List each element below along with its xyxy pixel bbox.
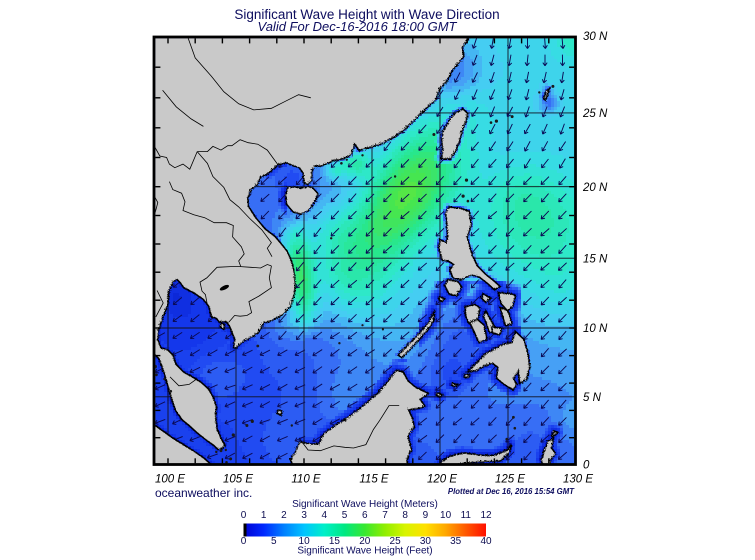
svg-text:105 E: 105 E bbox=[223, 474, 253, 486]
svg-text:40: 40 bbox=[480, 536, 492, 547]
svg-text:5: 5 bbox=[271, 536, 277, 547]
svg-text:100 E: 100 E bbox=[155, 474, 185, 486]
svg-text:7: 7 bbox=[382, 510, 388, 521]
svg-text:130 E: 130 E bbox=[563, 474, 593, 486]
svg-text:115 E: 115 E bbox=[359, 474, 389, 486]
svg-text:5 N: 5 N bbox=[583, 392, 602, 404]
svg-text:12: 12 bbox=[480, 510, 492, 521]
svg-text:35: 35 bbox=[450, 536, 462, 547]
svg-text:oceanweather inc.: oceanweather inc. bbox=[155, 486, 252, 500]
svg-text:Significant Wave Height (Meter: Significant Wave Height (Meters) bbox=[292, 499, 438, 510]
svg-text:8: 8 bbox=[402, 510, 408, 521]
svg-text:Plotted at Dec 16, 2016 15:54: Plotted at Dec 16, 2016 15:54 GMT bbox=[448, 487, 575, 496]
svg-text:0: 0 bbox=[241, 510, 247, 521]
svg-text:25 N: 25 N bbox=[582, 108, 608, 120]
svg-text:1: 1 bbox=[261, 510, 267, 521]
svg-text:30 N: 30 N bbox=[583, 31, 608, 43]
svg-text:10 N: 10 N bbox=[583, 323, 608, 335]
svg-text:30: 30 bbox=[420, 536, 432, 547]
svg-text:125 E: 125 E bbox=[495, 474, 525, 486]
svg-text:15 N: 15 N bbox=[583, 253, 608, 265]
svg-text:10: 10 bbox=[299, 536, 311, 547]
svg-text:20 N: 20 N bbox=[582, 182, 608, 194]
svg-text:110 E: 110 E bbox=[291, 474, 321, 486]
svg-text:Significant Wave Height (Feet): Significant Wave Height (Feet) bbox=[297, 546, 432, 557]
svg-text:Valid For Dec-16-2016 18:00 GM: Valid For Dec-16-2016 18:00 GMT bbox=[258, 19, 458, 34]
svg-text:120 E: 120 E bbox=[427, 474, 457, 486]
svg-text:6: 6 bbox=[362, 510, 368, 521]
svg-text:9: 9 bbox=[423, 510, 429, 521]
svg-text:5: 5 bbox=[342, 510, 348, 521]
svg-text:2: 2 bbox=[281, 510, 287, 521]
svg-text:11: 11 bbox=[461, 510, 472, 521]
svg-text:4: 4 bbox=[322, 510, 328, 521]
svg-text:15: 15 bbox=[329, 536, 341, 547]
svg-text:Significant Wave Height with W: Significant Wave Height with Wave Direct… bbox=[234, 7, 499, 22]
svg-text:3: 3 bbox=[301, 510, 307, 521]
svg-text:0: 0 bbox=[241, 536, 247, 547]
svg-text:20: 20 bbox=[359, 536, 371, 547]
svg-text:10: 10 bbox=[440, 510, 452, 521]
svg-text:25: 25 bbox=[390, 536, 402, 547]
svg-text:0: 0 bbox=[583, 460, 590, 472]
